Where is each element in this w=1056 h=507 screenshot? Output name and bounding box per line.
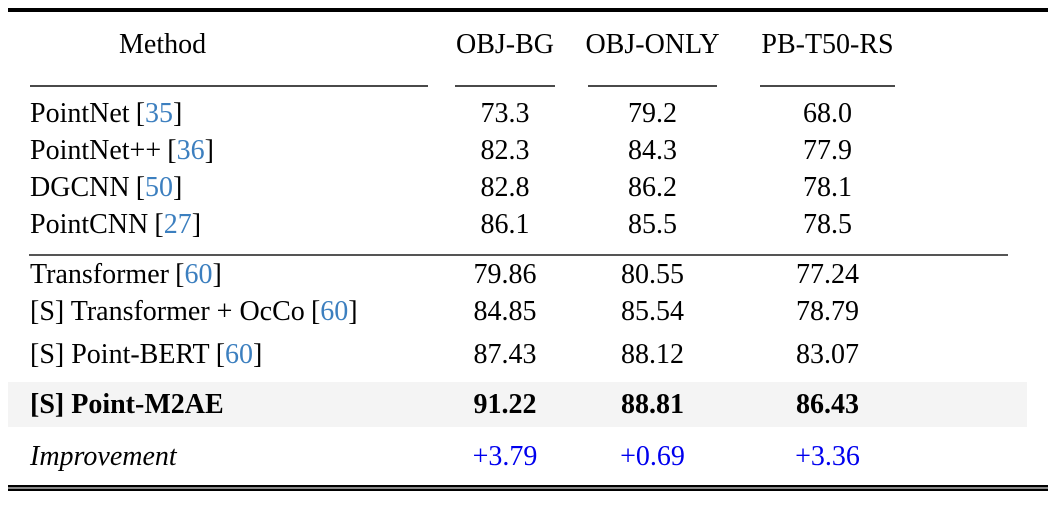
value-cell: 88.12 xyxy=(621,339,684,370)
method-name: PointCNN xyxy=(30,209,149,240)
method-cell: PointNet++ [36] xyxy=(8,132,440,169)
citation: [60] xyxy=(215,339,263,370)
improvement-row: Improvement +3.79 +0.69 +3.36 xyxy=(8,427,1048,481)
citation-number: 36 xyxy=(176,135,205,166)
value-cell: 79.2 xyxy=(628,98,677,129)
citation: [60] xyxy=(310,296,358,327)
citation: [35] xyxy=(135,98,183,129)
citation: [27] xyxy=(154,209,202,240)
table-row: PointCNN [27] 86.1 85.5 78.5 xyxy=(8,206,1048,243)
value-cell: 84.3 xyxy=(628,135,677,166)
table-row: DGCNN [50] 82.8 86.2 78.1 xyxy=(8,169,1048,206)
table-bottom-rule xyxy=(8,485,1048,491)
section-divider-rule xyxy=(29,253,1008,256)
value-cell: 86.2 xyxy=(628,172,677,203)
value-cell: 80.55 xyxy=(621,259,684,290)
citation-number: 60 xyxy=(320,296,349,327)
column-header-obj-only: OBJ-ONLY xyxy=(585,29,720,60)
value-cell: 88.81 xyxy=(570,382,735,427)
value-cell: 82.8 xyxy=(480,172,530,203)
value-cell: 86.43 xyxy=(735,382,920,427)
method-name: Transformer xyxy=(30,259,169,290)
value-cell: 82.3 xyxy=(480,135,530,166)
method-cell: Transformer [60] xyxy=(8,256,440,293)
citation-number: 60 xyxy=(184,259,213,290)
method-cell: [S] Point-M2AE xyxy=(8,382,440,427)
citation-number: 50 xyxy=(145,172,174,203)
table-row: PointNet++ [36] 82.3 84.3 77.9 xyxy=(8,132,1048,169)
header-rule-obj-bg xyxy=(455,85,555,87)
improvement-value: +0.69 xyxy=(620,441,685,472)
method-cell: PointCNN [27] xyxy=(8,206,440,243)
value-cell: 84.85 xyxy=(473,296,537,327)
citation: [60] xyxy=(175,259,222,290)
method-name: [S] Point-BERT xyxy=(30,339,210,370)
header-rule-pb-t50-rs xyxy=(760,85,895,87)
value-cell: 85.5 xyxy=(628,209,677,240)
header-rule-obj-only xyxy=(588,85,717,87)
value-cell: 91.22 xyxy=(440,382,570,427)
value-cell: 78.5 xyxy=(803,209,852,240)
header-rule-method xyxy=(30,85,428,87)
table-row: Transformer [60] 79.86 80.55 77.24 xyxy=(8,256,1048,293)
improvement-value: +3.36 xyxy=(795,441,860,472)
citation-number: 35 xyxy=(145,98,174,129)
value-cell: 73.3 xyxy=(480,98,530,129)
citation-number: 60 xyxy=(225,339,254,370)
table-row: [S] Transformer + OcCo [60] 84.85 85.54 7… xyxy=(8,293,1048,330)
method-cell: [S] Point-BERT [60] xyxy=(8,330,440,382)
table-row: PointNet [35] 73.3 79.2 68.0 xyxy=(8,87,1048,132)
method-name: PointNet xyxy=(30,98,130,129)
column-header-obj-bg: OBJ-BG xyxy=(455,29,554,60)
value-cell: 68.0 xyxy=(803,98,852,129)
spacer-cell xyxy=(920,10,1048,78)
method-cell: PointNet [35] xyxy=(8,87,440,132)
table-header-row: Method OBJ-BG OBJ-ONLY PB-T50-RS xyxy=(8,10,1048,78)
value-cell: 78.1 xyxy=(803,172,852,203)
value-cell: 78.79 xyxy=(796,296,859,327)
improvement-label: Improvement xyxy=(30,441,177,472)
value-cell: 86.1 xyxy=(480,209,530,240)
results-table: Method OBJ-BG OBJ-ONLY PB-T50-RS PointNe… xyxy=(8,8,1048,481)
method-cell: [S] Transformer + OcCo [60] xyxy=(8,293,440,330)
citation: [50] xyxy=(135,172,183,203)
improvement-value: +3.79 xyxy=(472,441,538,472)
column-header-method: Method xyxy=(119,29,207,60)
value-cell: 77.9 xyxy=(803,135,852,166)
method-name: [S] Transformer + OcCo xyxy=(30,296,305,327)
citation: [36] xyxy=(167,135,214,166)
method-name: DGCNN xyxy=(30,172,130,203)
results-table-container: Method OBJ-BG OBJ-ONLY PB-T50-RS PointNe… xyxy=(8,8,1048,491)
table-row: [S] Point-BERT [60] 87.43 88.12 83.07 xyxy=(8,330,1048,382)
section-divider-row xyxy=(8,243,1048,256)
value-cell: 87.43 xyxy=(473,339,537,370)
header-rule-row xyxy=(8,78,1048,87)
value-cell: 85.54 xyxy=(621,296,684,327)
column-header-pb-t50-rs: PB-T50-RS xyxy=(761,29,894,60)
highlighted-best-row: [S] Point-M2AE 91.22 88.81 86.43 xyxy=(8,382,1048,427)
citation-number: 27 xyxy=(163,209,192,240)
value-cell: 79.86 xyxy=(473,259,537,290)
method-cell: DGCNN [50] xyxy=(8,169,440,206)
value-cell: 77.24 xyxy=(796,259,859,290)
method-name: PointNet++ xyxy=(30,135,162,166)
value-cell: 83.07 xyxy=(796,339,859,370)
